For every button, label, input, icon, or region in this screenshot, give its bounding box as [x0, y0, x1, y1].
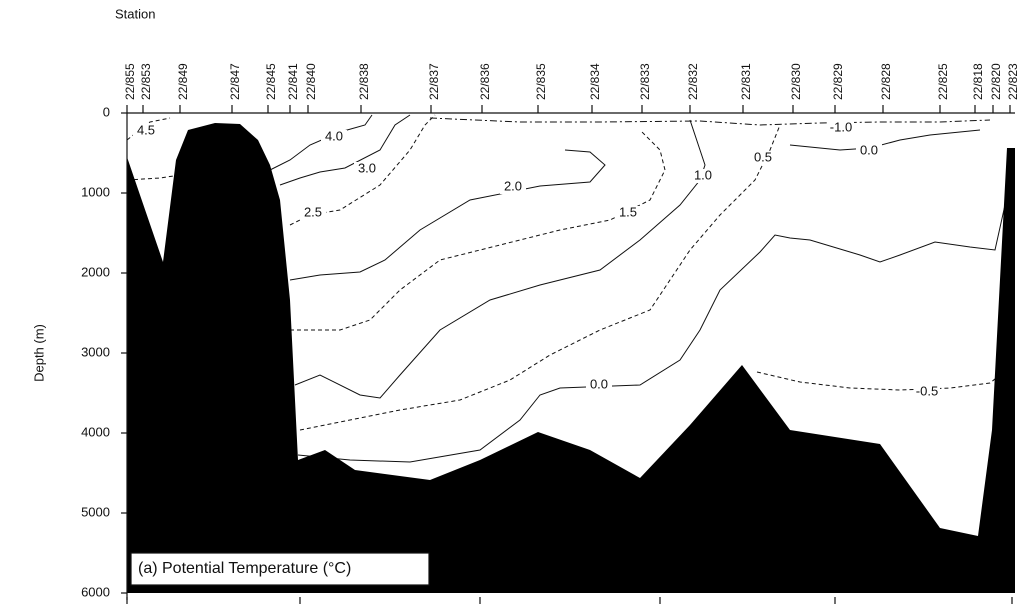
station-label: 22/828 [879, 63, 893, 100]
y-tick-label: 5000 [81, 504, 110, 519]
contour-label: 4.5 [137, 122, 155, 137]
contour-label: 1.5 [619, 204, 637, 219]
contour-line [289, 149, 606, 281]
station-label: 22/836 [478, 63, 492, 100]
station-label: 22/823 [1006, 63, 1020, 100]
y-tick-label: 3000 [81, 344, 110, 359]
contour-line [756, 371, 1001, 391]
contour-label-bg [586, 378, 612, 392]
station-label: 22/855 [123, 63, 137, 100]
contour-line [297, 189, 1011, 463]
contour-label: 0.0 [590, 376, 608, 391]
contour-label-bg [500, 180, 526, 194]
contour-label-bg [133, 124, 159, 138]
station-label: 22/834 [588, 63, 602, 100]
contour-label: 2.0 [504, 178, 522, 193]
contour-label: 0.5 [754, 149, 772, 164]
y-tick-label: 2000 [81, 264, 110, 279]
contour-label: 2.5 [304, 204, 322, 219]
station-label: 22/835 [534, 63, 548, 100]
bottom-topography [127, 123, 1015, 593]
station-label: 22/841 [286, 63, 300, 100]
contour-label-bg [690, 169, 716, 183]
y-tick-label: 0 [103, 104, 110, 119]
contour-label-bg [856, 144, 882, 158]
contour-label: -1.0 [830, 119, 852, 134]
x-axis-label: Station [115, 6, 155, 21]
station-label: 22/831 [739, 63, 753, 100]
contour-label: 0.0 [860, 142, 878, 157]
station-label: 22/833 [638, 63, 652, 100]
station-label: 22/838 [357, 63, 371, 100]
station-label: 22/825 [936, 63, 950, 100]
station-label: 22/853 [139, 63, 153, 100]
contour-line [429, 117, 991, 126]
contour-line [789, 129, 981, 151]
contour-label-bg [750, 151, 776, 165]
station-label: 22/832 [686, 63, 700, 100]
station-label: 22/847 [228, 63, 242, 100]
y-tick-label: 4000 [81, 424, 110, 439]
contours: 4.5 4.0 3.0 2.5 2.0 1.5 1.0 0.5 0.0 -1.0 0.0 -0.5 [126, 114, 1011, 463]
contour-label: -0.5 [916, 383, 938, 398]
contour-label-bg [300, 206, 326, 220]
bottom-ticks [126, 597, 1013, 604]
contour-label-bg [354, 162, 380, 176]
y-tick-label: 6000 [81, 584, 110, 599]
station-label: 22/845 [264, 63, 278, 100]
station-label: 22/820 [989, 63, 1003, 100]
annotation: (a) Potential Temperature (°C) [138, 560, 351, 577]
contour-label-bg [828, 121, 854, 135]
contour-label: 3.0 [358, 160, 376, 175]
contour-label: 4.0 [325, 128, 343, 143]
station-label: 22/840 [304, 63, 318, 100]
contour-line [299, 124, 781, 431]
contour-label-bg [615, 206, 641, 220]
station-label: 22/829 [831, 63, 845, 100]
y-axis-label: Depth (m) [31, 324, 46, 382]
station-label: 22/837 [427, 63, 441, 100]
contour-line [279, 114, 411, 186]
contour-line [126, 174, 181, 181]
y-tick-label: 1000 [81, 184, 110, 199]
station-label: 22/830 [789, 63, 803, 100]
station-label: 22/849 [176, 63, 190, 100]
station-label: 22/818 [971, 63, 985, 100]
contour-label-bg [321, 130, 347, 144]
contour-line [290, 129, 666, 331]
contour-label: 1.0 [694, 167, 712, 182]
contour-label-bg [914, 385, 940, 399]
annotation-box [130, 552, 430, 586]
